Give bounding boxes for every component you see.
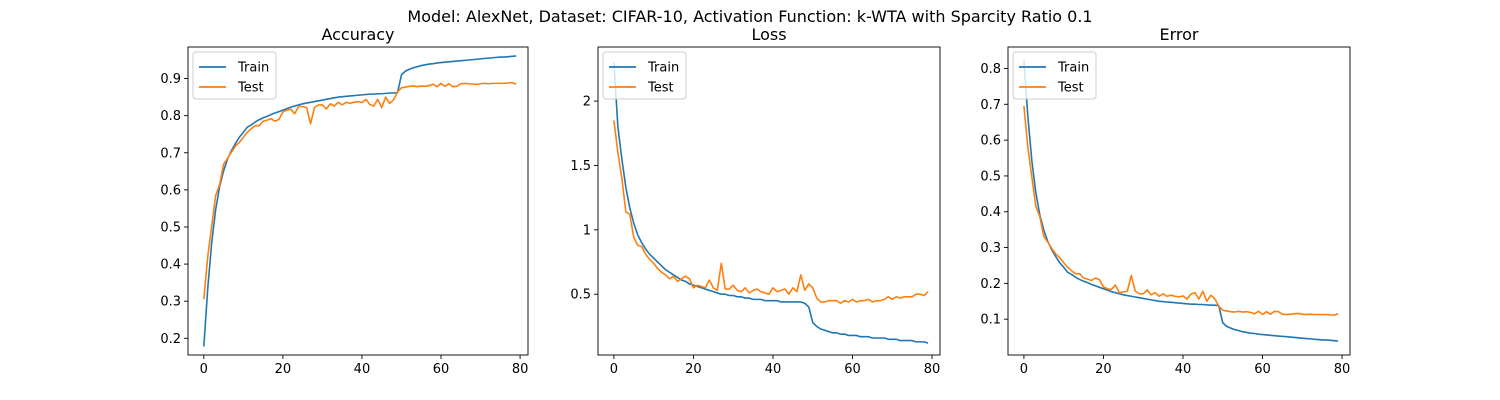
x-tick-label: 80 — [512, 362, 529, 377]
y-tick-label: 0.9 — [160, 72, 181, 87]
series-line-train — [203, 55, 517, 347]
y-tick-label: 0.2 — [980, 277, 1001, 292]
series-line-train — [1023, 60, 1339, 342]
y-tick-label: 1.5 — [570, 159, 591, 174]
legend: Train Test — [192, 51, 277, 100]
y-tick-label: 0.4 — [980, 205, 1001, 220]
y-tick-label: 0.7 — [160, 146, 181, 161]
axes-frame — [187, 46, 529, 356]
subplot-loss: Loss 0 20 40 60 80 0.5 1 1.5 2 Train Test — [570, 25, 941, 377]
axes-frame — [597, 46, 941, 356]
x-tick-label: 20 — [275, 362, 292, 377]
y-tick-label: 0.5 — [980, 169, 1001, 184]
y-tick-label: 0.6 — [980, 134, 1001, 149]
y-tick-label: 1 — [583, 223, 591, 238]
legend-label-test: Test — [237, 81, 264, 96]
subplot-error: Error 0 20 40 60 80 0.1 0.2 0.3 0.4 0.5 0.6 0.7 0.8 Tr… — [980, 25, 1351, 377]
x-tick-label: 80 — [1334, 362, 1351, 377]
y-tick-label: 0.8 — [980, 62, 1001, 77]
x-tick-label: 0 — [610, 362, 618, 377]
series-line-test — [613, 120, 929, 305]
subplot-title: Loss — [751, 25, 786, 44]
legend-label-train: Train — [647, 61, 679, 76]
x-tick-label: 40 — [354, 362, 371, 377]
subplot-title: Accuracy — [321, 25, 394, 44]
series-line-test — [1023, 106, 1339, 317]
x-tick-label: 60 — [1254, 362, 1271, 377]
x-tick-label: 40 — [1175, 362, 1192, 377]
legend-label-train: Train — [237, 61, 269, 76]
y-tick-label: 0.3 — [980, 241, 1001, 256]
x-tick-label: 0 — [200, 362, 208, 377]
y-tick-label: 0.2 — [160, 332, 181, 347]
x-tick-label: 0 — [1020, 362, 1028, 377]
legend-label-train: Train — [1057, 61, 1089, 76]
y-tick-label: 0.5 — [160, 220, 181, 235]
axes-frame — [1007, 46, 1351, 356]
legend-label-test: Test — [1057, 81, 1084, 96]
legend: Train Test — [1012, 51, 1097, 100]
y-tick-label: 0.1 — [980, 313, 1001, 328]
y-tick-label: 2 — [583, 95, 591, 110]
x-tick-label: 80 — [924, 362, 941, 377]
subplot-accuracy: Accuracy 0 20 40 60 80 0.2 0.3 0.4 0.5 0.6 0.7 0.8 0.… — [160, 25, 529, 377]
x-tick-label: 60 — [433, 362, 450, 377]
legend-label-test: Test — [647, 81, 674, 96]
series-line-train — [613, 62, 929, 344]
x-tick-label: 20 — [685, 362, 702, 377]
y-tick-label: 0.8 — [160, 109, 181, 124]
subplot-title: Error — [1160, 25, 1199, 44]
y-tick-label: 0.6 — [160, 183, 181, 198]
y-tick-label: 0.7 — [980, 98, 1001, 113]
y-tick-label: 0.5 — [570, 288, 591, 303]
figure-suptitle: Model: AlexNet, Dataset: CIFAR-10, Activ… — [407, 7, 1092, 26]
series-line-test — [203, 81, 517, 300]
x-tick-label: 20 — [1095, 362, 1112, 377]
y-tick-label: 0.3 — [160, 295, 181, 310]
legend: Train Test — [602, 51, 687, 100]
x-tick-label: 40 — [765, 362, 782, 377]
x-tick-label: 60 — [844, 362, 861, 377]
y-tick-label: 0.4 — [160, 258, 181, 273]
